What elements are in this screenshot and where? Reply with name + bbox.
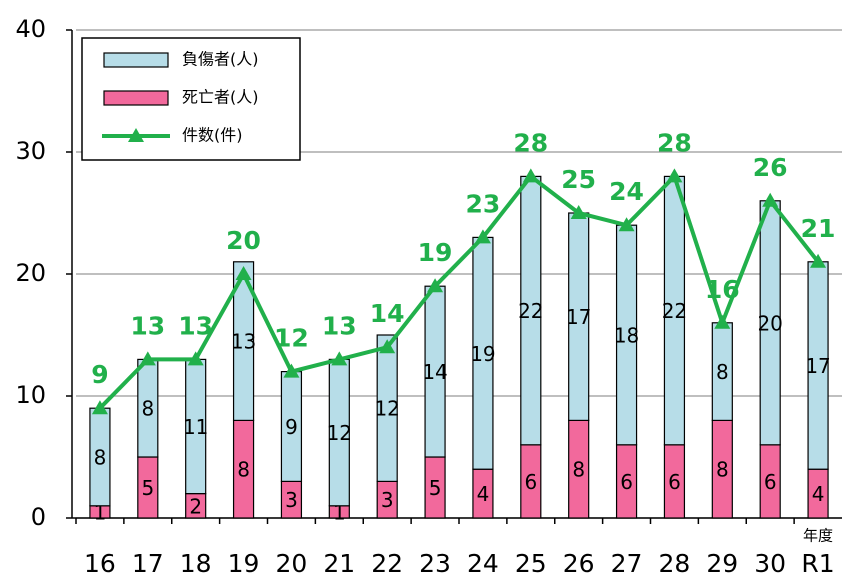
value-label: 6	[524, 470, 537, 494]
line-value-label: 13	[178, 311, 213, 340]
value-label: 12	[327, 421, 352, 445]
line-value-label: 9	[91, 360, 108, 389]
line-value-label: 23	[466, 189, 501, 218]
value-label: 4	[477, 482, 490, 506]
x-tick-label: 29	[706, 549, 738, 578]
line-value-label: 13	[322, 311, 357, 340]
x-tick-label: 20	[276, 549, 308, 578]
legend-marker	[128, 128, 144, 142]
value-label: 17	[805, 354, 830, 378]
value-label: 8	[141, 397, 154, 421]
line-marker	[618, 217, 635, 232]
line-value-label: 14	[370, 299, 405, 328]
value-label: 8	[94, 446, 107, 470]
x-tick-label: 25	[515, 549, 547, 578]
legend-label: 死亡者(人)	[182, 88, 259, 107]
legend-label: 負傷者(人)	[182, 50, 259, 69]
line-marker	[714, 314, 731, 329]
x-tick-label: R1	[801, 549, 834, 578]
line-marker	[379, 339, 396, 354]
value-label: 8	[716, 458, 729, 482]
line-marker	[522, 168, 539, 183]
line-value-label: 21	[801, 214, 836, 243]
legend-label: 件数(件)	[182, 126, 243, 145]
value-label: 22	[662, 299, 687, 323]
value-label: 3	[285, 488, 298, 512]
value-label: 12	[374, 397, 399, 421]
y-tick-label: 20	[15, 259, 46, 287]
x-tick-label: 26	[563, 549, 595, 578]
y-tick-label: 30	[15, 137, 46, 165]
line	[98, 172, 820, 410]
value-label: 17	[566, 305, 591, 329]
value-label: 2	[189, 494, 202, 518]
value-label: 6	[620, 470, 633, 494]
value-label: 14	[422, 360, 447, 384]
value-label: 18	[614, 324, 639, 348]
line-value-label: 16	[705, 275, 740, 304]
line-value-label: 28	[657, 128, 692, 157]
line-marker	[762, 192, 779, 207]
value-label: 8	[572, 458, 585, 482]
line-value-label: 20	[226, 226, 261, 255]
line-marker	[235, 266, 252, 280]
line-marker	[427, 278, 444, 293]
line-value-label: 13	[130, 311, 165, 340]
line-marker	[331, 351, 348, 366]
value-label: 11	[183, 415, 208, 439]
value-label: 1	[94, 500, 107, 524]
value-label: 6	[764, 470, 777, 494]
value-label: 4	[812, 482, 825, 506]
value-label: 8	[237, 458, 250, 482]
y-tick-label: 0	[31, 503, 46, 531]
x-tick-label: 18	[180, 549, 212, 578]
x-unit: 年度	[803, 527, 833, 545]
x-tick-label: 17	[132, 549, 164, 578]
x-tick-label: 30	[754, 549, 786, 578]
value-label: 22	[518, 299, 543, 323]
x-tick-label: 24	[467, 549, 499, 578]
bar	[232, 261, 255, 421]
line-value-label: 25	[561, 165, 596, 194]
line-value-label: 19	[418, 238, 453, 267]
value-label: 13	[231, 330, 256, 354]
legend-swatch	[103, 90, 169, 106]
value-label: 9	[285, 415, 298, 439]
x-tick-label: 28	[659, 549, 691, 578]
line-marker	[139, 351, 156, 366]
legend-swatch	[103, 52, 169, 68]
x-tick-label: 23	[419, 549, 451, 578]
bar	[376, 334, 398, 482]
line-marker	[91, 400, 108, 415]
line-value-label: 12	[274, 324, 309, 353]
line-marker	[666, 168, 683, 183]
value-label: 20	[757, 311, 782, 335]
y-tick-label: 40	[15, 15, 46, 43]
x-tick-label: 16	[84, 549, 116, 578]
value-label: 6	[668, 470, 681, 494]
value-label: 19	[470, 342, 495, 366]
line-value-label: 26	[753, 153, 788, 182]
value-label: 5	[141, 476, 154, 500]
line-marker	[570, 205, 587, 219]
line-marker	[810, 253, 827, 268]
x-tick-label: 22	[371, 549, 403, 578]
value-label: 8	[716, 360, 729, 384]
value-label: 3	[381, 488, 394, 512]
y-tick-label: 10	[15, 381, 46, 409]
line-marker	[474, 229, 491, 244]
line-marker	[187, 351, 204, 366]
line-value-label: 28	[513, 128, 548, 157]
value-label: 5	[429, 476, 442, 500]
x-tick-label: 27	[611, 549, 643, 578]
line-value-label: 24	[609, 177, 644, 206]
x-tick-label: 21	[323, 549, 355, 578]
x-tick-label: 19	[228, 549, 260, 578]
line-marker	[283, 363, 300, 378]
value-label: 1	[333, 500, 346, 524]
